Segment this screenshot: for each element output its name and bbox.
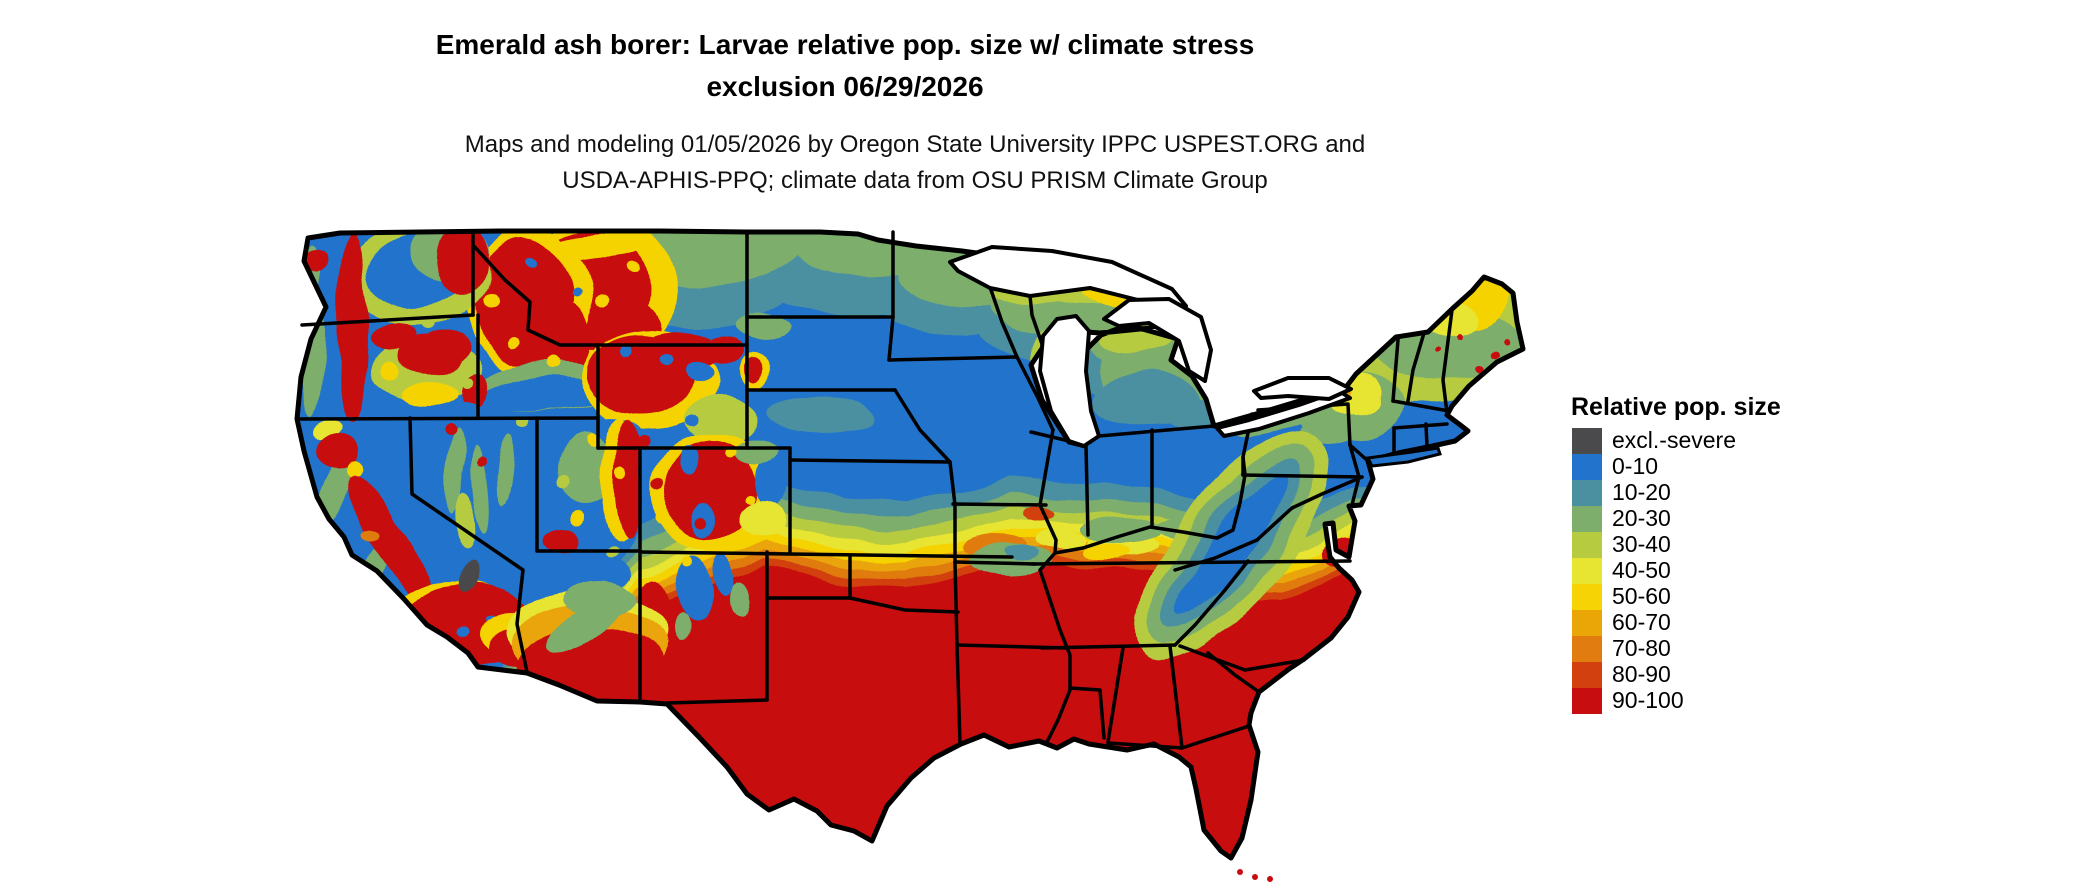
legend-label: 90-100 [1612, 687, 1684, 713]
map-subtitle-line1: Maps and modeling 01/05/2026 by Oregon S… [465, 131, 1365, 158]
legend-label: 50-60 [1612, 583, 1671, 609]
legend-swatch [1572, 662, 1602, 688]
legend: Relative pop. size excl.-severe 0-10 10-… [1571, 393, 1781, 714]
legend-label: 40-50 [1612, 557, 1671, 583]
legend-swatch [1572, 558, 1602, 584]
legend-swatch [1572, 636, 1602, 662]
legend-swatch [1572, 610, 1602, 636]
legend-row: 30-40 [1572, 531, 1671, 558]
state-borders [295, 230, 1454, 750]
legend-swatch [1572, 506, 1602, 532]
florida-keys [1237, 869, 1273, 882]
map-title-line2: exclusion 06/29/2026 [706, 71, 983, 102]
conus-outline [294, 228, 1526, 861]
legend-label: 10-20 [1612, 479, 1671, 505]
legend-label: 20-30 [1612, 505, 1671, 531]
map-title-line1: Emerald ash borer: Larvae relative pop. … [436, 29, 1255, 60]
legend-row: 0-10 [1572, 453, 1658, 480]
legend-label: 0-10 [1612, 453, 1658, 479]
legend-row: excl.-severe [1572, 427, 1736, 454]
legend-swatch [1572, 428, 1602, 454]
legend-swatch [1572, 688, 1602, 714]
legend-swatch [1572, 584, 1602, 610]
lake-ontario [1252, 376, 1353, 401]
long-island [1365, 446, 1442, 468]
legend-label: 80-90 [1612, 661, 1671, 687]
legend-row: 40-50 [1572, 557, 1671, 584]
legend-title: Relative pop. size [1571, 393, 1781, 421]
map-subtitle-line2: USDA-APHIS-PPQ; climate data from OSU PR… [562, 167, 1268, 194]
legend-label: 70-80 [1612, 635, 1671, 661]
legend-label: 60-70 [1612, 609, 1671, 635]
legend-swatch [1572, 454, 1602, 480]
legend-label: 30-40 [1612, 531, 1671, 557]
great-lakes [948, 245, 1353, 448]
lake-erie [1215, 389, 1352, 438]
lake-huron [1102, 297, 1213, 383]
legend-swatch [1572, 480, 1602, 506]
legend-row: 10-20 [1572, 479, 1671, 506]
legend-row: 90-100 [1572, 687, 1684, 714]
legend-row: 20-30 [1572, 505, 1671, 532]
legend-row: 50-60 [1572, 583, 1671, 610]
legend-row: 60-70 [1572, 609, 1671, 636]
legend-label: excl.-severe [1612, 427, 1736, 453]
legend-row: 80-90 [1572, 661, 1671, 688]
legend-swatch [1572, 532, 1602, 558]
legend-row: 70-80 [1572, 635, 1671, 662]
lake-michigan [1038, 314, 1101, 448]
